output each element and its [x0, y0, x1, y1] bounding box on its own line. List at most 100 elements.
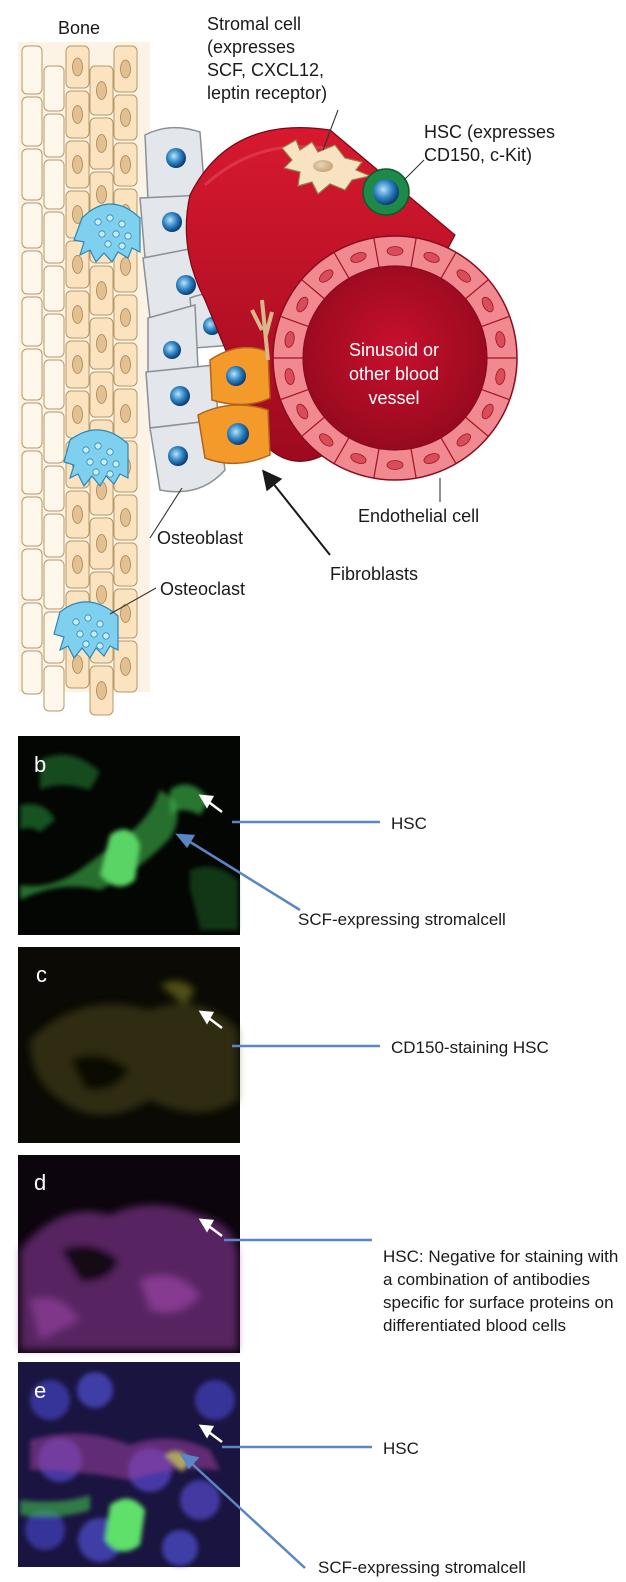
bone-cell [21, 450, 43, 495]
vessel-label-line1: Sinusoid or [349, 340, 439, 360]
osteoblast-label: Osteoblast [157, 528, 243, 548]
panel-d-caption-line3: specific for surface proteins on [383, 1293, 614, 1312]
endothelial-cell-border [333, 437, 350, 464]
bone-cell [21, 148, 43, 201]
panel-d-caption-line4: differentiated blood cells [383, 1316, 566, 1335]
bone-cell-nucleus [96, 281, 107, 300]
osteoclast-vacuole [98, 230, 106, 238]
osteoclast-vacuole [102, 632, 110, 640]
endothelial-cell-border [481, 315, 510, 328]
bone-cell-nucleus [72, 57, 83, 77]
bone-cell-nucleus [72, 305, 83, 324]
endothelial-cell-border [481, 388, 510, 401]
panel-d-letter: d [34, 1170, 46, 1195]
bone-cell-nucleus [120, 657, 131, 676]
panel-d [18, 1155, 240, 1353]
bone-cell-nucleus [120, 108, 131, 127]
panel-b-letter: b [34, 752, 46, 777]
endothelial-cell-border [373, 237, 380, 268]
endothelial-cell-nucleus [423, 252, 440, 263]
bone-cell [21, 496, 43, 547]
bone-cell [21, 548, 43, 601]
bone-cell [21, 96, 43, 147]
endothelial-cell-nucleus [350, 453, 367, 464]
panel-e [18, 1362, 240, 1567]
endothelial-cell-border [410, 237, 417, 268]
bone-cell [43, 211, 65, 264]
osteoclast-vacuole [106, 448, 114, 456]
bone-cell [43, 411, 65, 464]
bone-cell [43, 159, 65, 210]
bone-cell-nucleus [120, 257, 131, 276]
fibroblasts-label: Fibroblasts [330, 564, 418, 584]
bone-cell-nucleus [72, 655, 83, 674]
endothelial-cell-nucleus [350, 252, 367, 263]
endothelial-cell-nucleus [296, 403, 309, 420]
bone-cell [21, 202, 43, 249]
bone-cell-nucleus [120, 155, 131, 174]
bone-cell-nucleus [72, 155, 83, 174]
bone-cell-nucleus [72, 105, 83, 124]
bone-cell-nucleus [72, 505, 83, 524]
endothelial-cell-border [410, 448, 417, 479]
stromal-label-line2: (expresses [207, 37, 295, 57]
osteoclast-vacuole [84, 614, 92, 622]
osteoclast-vacuole [86, 458, 94, 466]
endothelial-cell-nucleus [495, 368, 506, 385]
bone-cell-nucleus [120, 404, 131, 423]
endothelial-cell-border [465, 279, 489, 300]
bone-cell-nucleus [96, 185, 107, 204]
bone-cell [21, 402, 43, 449]
leader-lines [109, 109, 441, 615]
bone-cell-nucleus [120, 508, 131, 527]
osteoclast-vacuole [92, 468, 100, 476]
stromal-cell [281, 139, 372, 195]
endothelial-cell-border [301, 416, 325, 437]
bone-cell-nucleus [72, 555, 83, 574]
bone-cell-nucleus [72, 405, 83, 424]
bone-cell [21, 650, 43, 695]
osteoclast-vacuole [106, 214, 114, 222]
endothelial-cell-nucleus [284, 368, 295, 385]
endothelial-cell-nucleus [386, 460, 404, 470]
panel-e-letter: e [34, 1378, 46, 1403]
bone-cell-nucleus [96, 585, 107, 604]
endothelial-cell-border [333, 252, 350, 279]
endothelial-cell-nucleus [319, 269, 334, 283]
osteoclast-vacuole [112, 460, 120, 468]
osteoclast-vacuole [76, 630, 84, 638]
osteoclast-vacuole [100, 458, 108, 466]
osteoclast-vacuole [96, 620, 104, 628]
osteoclast-vacuole [94, 442, 102, 450]
bone-cell-nucleus [72, 205, 83, 224]
panel-d-caption-line2: a combination of antibodies [383, 1270, 590, 1289]
endothelial-cell-border [373, 448, 380, 479]
osteoclast-vacuole [94, 218, 102, 226]
panel-c [18, 947, 240, 1143]
osteoclast-vacuole [82, 446, 90, 454]
panel-b-caption-hsc: HSC [391, 814, 427, 833]
bone-cell-nucleus [96, 385, 107, 404]
endothelial-cell-nucleus [481, 296, 494, 313]
fibroblasts-cells [197, 299, 274, 465]
endothelial-cell-nucleus [456, 433, 471, 447]
bone-cell-nucleus [96, 134, 107, 153]
bone-cell [21, 348, 43, 401]
bone-cell-nucleus [120, 308, 131, 327]
endothelial-cell-border [280, 315, 309, 328]
stromal-label-line1: Stromal cell [207, 14, 301, 34]
endothelial-cell-nucleus [386, 246, 404, 256]
endothelial-cell-border [280, 388, 309, 401]
panel-d-caption-line1: HSC: Negative for staining with [383, 1247, 618, 1266]
fibroblasts-arrow [262, 469, 331, 556]
bone-cell-nucleus [120, 59, 131, 79]
bone-cell [43, 465, 65, 512]
osteoclast-vacuole [124, 232, 132, 240]
endothelial-cell-border [301, 279, 325, 300]
endothelial-lining [273, 237, 517, 479]
panel-b [18, 736, 240, 935]
stromal-label-line4: leptin receptor) [207, 83, 327, 103]
bone-cell-nucleus [96, 334, 107, 353]
endothelial-cell-nucleus [423, 453, 440, 464]
